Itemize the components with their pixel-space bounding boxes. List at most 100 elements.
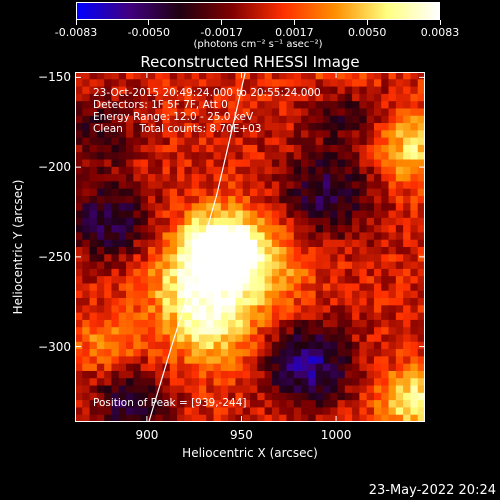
- heatmap-cell: [271, 283, 280, 292]
- heatmap-cell: [140, 72, 149, 80]
- heatmap-cell: [293, 225, 302, 234]
- heatmap-cell: [373, 254, 382, 263]
- heatmap-cell: [133, 115, 142, 124]
- heatmap-cell: [403, 283, 412, 292]
- heatmap-cell: [366, 210, 375, 219]
- heatmap-cell: [271, 210, 280, 219]
- heatmap-cell: [155, 312, 164, 321]
- heatmap-cell: [257, 210, 266, 219]
- heatmap-cell: [118, 79, 127, 88]
- heatmap-cell: [337, 298, 346, 306]
- heatmap-cell: [162, 298, 171, 306]
- heatmap-cell: [257, 370, 266, 379]
- heatmap-cell: [162, 261, 171, 270]
- heatmap-cell: [257, 232, 266, 241]
- heatmap-cell: [198, 203, 207, 212]
- x-tick-label: 1000: [320, 428, 352, 442]
- heatmap-cell: [315, 130, 324, 139]
- heatmap-cell: [388, 123, 397, 131]
- heatmap-cell: [286, 225, 295, 234]
- heatmap-cell: [337, 349, 346, 357]
- heatmap-cell: [359, 276, 368, 285]
- heatmap-cell: [213, 370, 222, 379]
- heatmap-cell: [177, 115, 185, 124]
- heatmap-cell: [96, 210, 105, 219]
- heatmap-cell: [264, 400, 273, 409]
- heatmap-cell: [118, 298, 127, 306]
- heatmap-cell: [126, 174, 134, 182]
- heatmap-cell: [96, 261, 105, 270]
- heatmap-cell: [264, 283, 273, 292]
- heatmap-cell: [96, 79, 105, 88]
- heatmap-cell: [155, 356, 164, 365]
- heatmap-cell: [89, 217, 98, 226]
- heatmap-cell: [286, 159, 295, 168]
- heatmap-cell: [366, 327, 375, 336]
- heatmap-cell: [220, 210, 229, 219]
- heatmap-cell: [366, 195, 375, 204]
- heatmap-cell: [96, 159, 105, 168]
- heatmap-cell: [352, 378, 360, 387]
- heatmap-cell: [352, 181, 360, 190]
- heatmap-cell: [104, 93, 113, 102]
- heatmap-cell: [373, 312, 382, 321]
- heatmap-cell: [206, 363, 215, 372]
- heatmap-cell: [286, 254, 295, 263]
- heatmap-cell: [235, 115, 244, 124]
- heatmap-cell: [395, 166, 404, 175]
- heatmap-cell: [337, 283, 346, 292]
- heatmap-cell: [315, 86, 324, 95]
- heatmap-cell: [177, 79, 185, 88]
- heatmap-cell: [213, 108, 222, 117]
- heatmap-cell: [410, 349, 419, 357]
- heatmap-cell: [301, 268, 309, 277]
- heatmap-cell: [301, 261, 309, 270]
- heatmap-cell: [279, 123, 288, 131]
- heatmap-cell: [96, 276, 105, 285]
- y-tick-label: −250: [38, 249, 71, 264]
- heatmap-cell: [118, 385, 127, 394]
- heatmap-cell: [213, 349, 222, 357]
- heatmap-cell: [213, 232, 222, 241]
- heatmap-cell: [96, 203, 105, 212]
- heatmap-cell: [381, 407, 390, 416]
- heatmap-cell: [228, 290, 237, 299]
- info-detectors: Detectors: 1F 5F 7F, Att 0: [93, 99, 228, 111]
- heatmap-cell: [155, 254, 164, 263]
- heatmap-cell: [257, 298, 266, 306]
- heatmap-cell: [322, 400, 331, 409]
- heatmap-cell: [169, 225, 178, 234]
- heatmap-cell: [213, 407, 222, 416]
- heatmap-cell: [322, 159, 331, 168]
- heatmap-cell: [82, 414, 91, 422]
- heatmap-cell: [111, 159, 120, 168]
- heatmap-cell: [271, 79, 280, 88]
- heatmap-cell: [162, 385, 171, 394]
- heatmap-cell: [169, 203, 178, 212]
- heatmap-cell: [213, 144, 222, 153]
- heatmap-cell: [140, 334, 149, 343]
- heatmap-cell: [104, 283, 113, 292]
- heatmap-cell: [344, 72, 353, 80]
- heatmap-cell: [264, 268, 273, 277]
- heatmap-cell: [228, 108, 237, 117]
- heatmap-cell: [395, 72, 404, 80]
- heatmap-cell: [308, 247, 317, 255]
- heatmap-cell: [286, 188, 295, 197]
- heatmap-cell: [344, 327, 353, 336]
- heatmap-cell: [257, 217, 266, 226]
- heatmap-cell: [308, 334, 317, 343]
- heatmap-cell: [155, 290, 164, 299]
- heatmap-cell: [417, 79, 425, 88]
- heatmap-cell: [191, 210, 200, 219]
- heatmap-cell: [162, 174, 171, 182]
- heatmap-cell: [417, 101, 425, 110]
- heatmap-cell: [395, 363, 404, 372]
- heatmap-cell: [184, 93, 193, 102]
- heatmap-cell: [279, 268, 288, 277]
- heatmap-cell: [126, 363, 134, 372]
- heatmap-cell: [220, 130, 229, 139]
- heatmap-cell: [177, 305, 185, 314]
- heatmap-cell: [388, 210, 397, 219]
- heatmap-cell: [373, 276, 382, 285]
